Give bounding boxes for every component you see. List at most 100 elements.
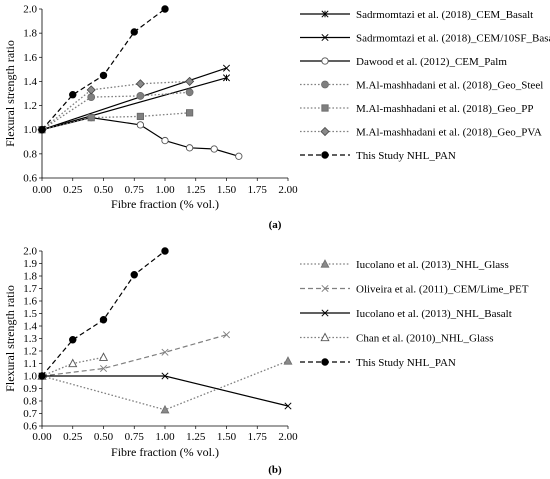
data-point [160,404,170,414]
x-tick-label: 1.25 [186,184,206,196]
legend-item: Chan et al. (2010)_NHL_Glass [300,332,493,344]
data-point [284,402,292,410]
data-point [210,145,218,153]
series-line [41,8,166,131]
legend-swatch-marker [321,57,329,65]
x-tick-label: 1.75 [248,184,268,196]
y-tick-label: 1.8 [23,28,37,40]
y-tick-label: 0.6 [23,421,37,433]
data-point [38,372,46,380]
data-point [136,112,144,121]
legend: Iucolano et al. (2013)_NHL_Glass Oliveira… [300,259,529,369]
data-point [99,364,108,373]
data-point [222,64,231,72]
y-tick-label: 1.6 [23,296,37,308]
legend-label: Chan et al. (2010)_NHL_Glass [356,332,493,344]
legend-swatch-marker [320,259,330,268]
data-point [185,88,194,97]
x-tick-label: 0.75 [125,431,145,443]
legend-swatch-marker [320,126,330,137]
x-tick-label: 2.00 [278,184,298,196]
series-line [41,360,289,411]
y-tick-label: 0.8 [23,396,37,408]
y-tick-label: 1.8 [23,271,37,283]
series-2 [38,372,292,410]
y-tick-label: 0.8 [23,148,37,160]
y-axis-title: Flexural strength ratio [3,285,17,392]
data-point [135,79,145,89]
legend-swatch-marker [321,151,329,159]
series-1 [38,331,231,380]
legend-swatch-marker [321,104,329,112]
y-tick-label: 1.3 [23,333,37,345]
x-tick-label: 2.00 [278,431,298,443]
series-line [41,77,227,131]
legend-label: M.Al-mashhadani et al. (2018)_Geo_PP [356,103,534,115]
legend-item: M.Al-mashhadani et al. (2018)_Geo_PVA [300,126,542,138]
legend-item: This Study NHL_PAN [300,150,456,162]
chart-panel-b: 0.60.70.80.91.01.11.21.31.41.51.61.71.81… [3,246,529,477]
y-tick-label: 1.9 [23,258,37,270]
legend: Sadrmomtazi et al. (2018)_CEM_Basalt Sadr… [300,9,550,162]
series-6 [38,5,169,134]
legend-label: M.Al-mashhadani et al. (2018)_Geo_PVA [356,126,542,138]
data-point [161,136,169,145]
x-tick-label: 0.50 [94,184,114,196]
series-line [41,91,190,131]
x-tick-label: 0.00 [32,184,52,196]
data-point [161,247,169,255]
data-point [161,5,169,13]
x-axis-title: Fibre fraction (% vol.) [111,445,219,459]
x-tick-label: 0.75 [125,184,145,196]
data-point [99,316,108,324]
legend-label: M.Al-mashhadani et al. (2018)_Geo_Steel [356,79,543,91]
legend-swatch-marker [321,358,329,366]
legend-item: M.Al-mashhadani et al. (2018)_Geo_PP [300,103,534,115]
series-3 [38,88,194,134]
legend-item: Iucolano et al. (2013)_NHL_Basalt [300,308,512,320]
data-point [130,28,138,36]
legend-label: Sadrmomtazi et al. (2018)_CEM_Basalt [356,9,533,21]
data-point [222,331,231,339]
series-line [41,67,227,131]
legend-item: This Study NHL_PAN [300,357,456,369]
legend-swatch-marker [321,33,329,42]
legend-swatch-marker [321,80,329,89]
y-tick-label: 2.0 [23,246,37,258]
data-point [161,372,169,380]
data-point [222,74,231,82]
x-tick-label: 0.25 [63,184,83,196]
legend-item: Dawood et al. (2012)_CEM_Palm [300,56,507,68]
y-tick-label: 0.7 [23,408,37,420]
legend-item: Sadrmomtazi et al. (2018)_CEM/10SF_Basal… [300,32,550,44]
series-3 [37,352,109,380]
y-tick-label: 1.7 [23,283,37,295]
data-point [130,271,138,279]
legend-label: Iucolano et al. (2013)_NHL_Glass [356,259,509,271]
x-tick-label: 1.00 [155,431,175,443]
legend-item: Iucolano et al. (2013)_NHL_Glass [300,259,509,271]
series-line [41,80,190,131]
y-tick-label: 0.9 [23,383,37,395]
y-tick-label: 1.2 [23,100,37,112]
legend-item: Oliveira et al. (2011)_CEM/Lime_PET [300,283,529,295]
data-point [185,76,195,86]
y-axis-title: Flexural strength ratio [3,40,17,147]
series-4 [38,247,169,380]
y-tick-label: 1.0 [23,124,37,136]
y-tick-label: 1.6 [23,52,37,64]
data-point [235,152,243,160]
legend-swatch-marker [321,284,329,293]
legend-label: Dawood et al. (2012)_CEM_Palm [356,56,507,68]
data-point [161,348,169,356]
data-point [68,358,78,368]
data-point [136,92,145,100]
legend-swatch-marker [320,332,330,342]
legend-label: Sadrmomtazi et al. (2018)_CEM/10SF_Basal… [356,32,550,44]
data-point [86,85,96,95]
x-tick-label: 1.50 [217,431,237,443]
data-point [283,356,293,365]
data-point [87,93,96,102]
x-tick-label: 0.00 [32,431,52,443]
